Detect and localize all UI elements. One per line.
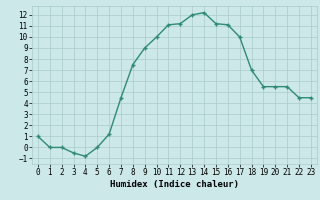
X-axis label: Humidex (Indice chaleur): Humidex (Indice chaleur) xyxy=(110,180,239,189)
